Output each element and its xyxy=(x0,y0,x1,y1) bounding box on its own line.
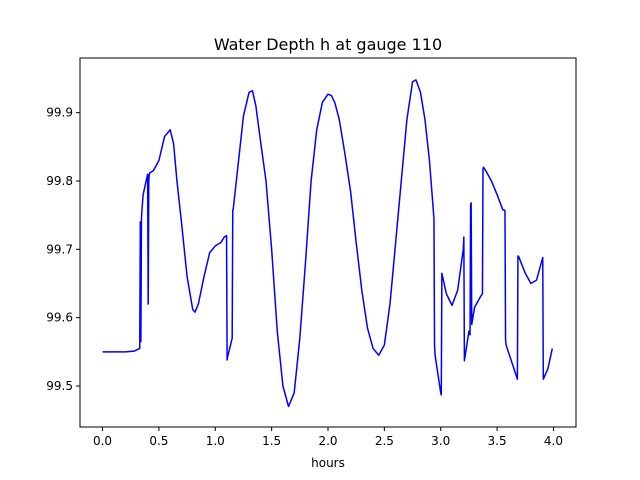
x-tick-label: 1.0 xyxy=(206,434,225,448)
x-tick-label: 2.0 xyxy=(318,434,337,448)
y-tick-label: 99.5 xyxy=(46,379,73,393)
x-tick-label: 0.5 xyxy=(149,434,168,448)
x-axis: 0.0 0.5 1.0 1.5 2.0 2.5 3.0 3.5 4.0 xyxy=(93,427,563,448)
x-tick-label: 1.5 xyxy=(262,434,281,448)
chart-title: Water Depth h at gauge 110 xyxy=(214,35,442,54)
y-axis: 99.5 99.6 99.7 99.8 99.9 xyxy=(46,106,80,393)
y-tick-label: 99.6 xyxy=(46,311,73,325)
series-line-0 xyxy=(102,79,554,408)
y-tick-label: 99.9 xyxy=(46,106,73,120)
x-tick-label: 4.0 xyxy=(544,434,563,448)
y-tick-label: 99.8 xyxy=(46,174,73,188)
x-tick-label: 2.5 xyxy=(375,434,394,448)
x-tick-label: 3.0 xyxy=(431,434,450,448)
x-tick-label: 0.0 xyxy=(93,434,112,448)
x-tick-label: 3.5 xyxy=(488,434,507,448)
y-tick-label: 99.7 xyxy=(46,242,73,256)
plot-area xyxy=(102,79,554,408)
x-axis-label: hours xyxy=(311,456,345,470)
